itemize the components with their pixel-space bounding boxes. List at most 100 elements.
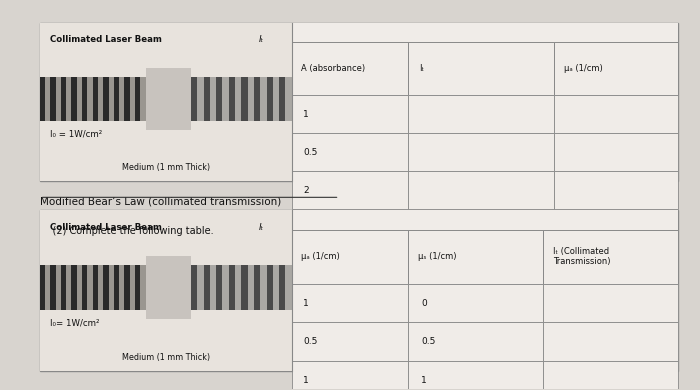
Bar	[407, 284, 542, 322]
Bar	[61, 77, 66, 121]
Text: Iₜ: Iₜ	[259, 35, 264, 44]
Bar	[146, 68, 191, 130]
Bar	[235, 77, 241, 121]
Bar	[267, 77, 273, 121]
Bar	[45, 265, 50, 310]
Bar	[40, 211, 678, 371]
Bar	[223, 265, 229, 310]
Bar	[260, 265, 267, 310]
Bar	[292, 361, 407, 390]
Bar	[50, 77, 55, 121]
Bar	[292, 322, 407, 361]
Bar	[292, 171, 407, 209]
Bar	[554, 171, 678, 209]
Bar	[130, 265, 135, 310]
Bar	[191, 265, 197, 310]
Bar	[197, 77, 204, 121]
Bar	[292, 23, 678, 181]
Bar	[125, 77, 130, 121]
Bar	[216, 77, 223, 121]
Bar	[292, 133, 407, 171]
Bar	[542, 230, 678, 284]
Bar	[248, 265, 254, 310]
Bar	[130, 77, 135, 121]
Bar	[407, 133, 554, 171]
Bar	[88, 77, 92, 121]
Bar	[55, 265, 61, 310]
Bar	[103, 265, 108, 310]
Bar	[77, 77, 82, 121]
Bar	[407, 230, 542, 284]
Bar	[140, 77, 146, 121]
Bar	[292, 211, 678, 371]
Text: 1: 1	[303, 299, 309, 308]
Bar	[98, 77, 103, 121]
Bar	[554, 95, 678, 133]
Text: Modified Bear’s Law (collimated transmission): Modified Bear’s Law (collimated transmis…	[40, 197, 281, 207]
Bar	[254, 265, 260, 310]
Bar	[260, 77, 267, 121]
Bar	[125, 265, 130, 310]
Bar	[223, 77, 229, 121]
Text: 1: 1	[303, 376, 309, 385]
Bar	[267, 265, 273, 310]
Bar	[114, 265, 119, 310]
Bar	[119, 265, 125, 310]
Bar	[216, 265, 223, 310]
Bar	[407, 361, 542, 390]
Bar	[292, 42, 407, 95]
Text: I₀= 1W/cm²: I₀= 1W/cm²	[50, 319, 99, 328]
Text: I₀ = 1W/cm²: I₀ = 1W/cm²	[50, 129, 102, 138]
Bar	[40, 265, 292, 310]
Text: μₐ (1/cm): μₐ (1/cm)	[564, 64, 603, 73]
Bar	[114, 77, 119, 121]
Bar	[40, 23, 292, 181]
Bar	[140, 265, 146, 310]
Bar	[45, 77, 50, 121]
Bar	[61, 265, 66, 310]
Bar	[279, 77, 286, 121]
Bar	[279, 265, 286, 310]
Bar	[542, 284, 678, 322]
Bar	[210, 265, 216, 310]
Bar	[292, 230, 407, 284]
Text: μₐ (1/cm): μₐ (1/cm)	[301, 252, 340, 261]
Bar	[40, 23, 678, 181]
Bar	[286, 77, 292, 121]
Text: 2: 2	[303, 186, 309, 195]
Bar	[204, 265, 210, 310]
Bar	[229, 77, 235, 121]
Bar	[108, 265, 114, 310]
Bar	[88, 265, 92, 310]
Bar	[82, 265, 88, 310]
Text: 1: 1	[421, 376, 427, 385]
Bar	[66, 77, 71, 121]
Bar	[407, 42, 554, 95]
Text: 0: 0	[421, 299, 427, 308]
Bar	[241, 77, 248, 121]
Bar	[292, 284, 407, 322]
Bar	[542, 361, 678, 390]
Bar	[248, 77, 254, 121]
Bar	[66, 265, 71, 310]
Bar	[40, 265, 45, 310]
Bar	[273, 77, 279, 121]
Text: Iₜ (Collimated
Transmission): Iₜ (Collimated Transmission)	[554, 247, 611, 266]
Bar	[191, 77, 197, 121]
Bar	[135, 265, 140, 310]
Bar	[92, 77, 98, 121]
Bar	[542, 322, 678, 361]
Text: Iₜ: Iₜ	[259, 223, 264, 232]
Text: 0.5: 0.5	[303, 337, 318, 346]
Text: 1: 1	[303, 110, 309, 119]
Text: μₛ (1/cm): μₛ (1/cm)	[419, 252, 457, 261]
Bar	[407, 95, 554, 133]
Text: (2) Complete the following table.: (2) Complete the following table.	[40, 226, 214, 236]
Bar	[50, 265, 55, 310]
Bar	[241, 265, 248, 310]
Bar	[254, 77, 260, 121]
Bar	[210, 77, 216, 121]
Text: A (absorbance): A (absorbance)	[301, 64, 365, 73]
Bar	[229, 265, 235, 310]
Bar	[55, 77, 61, 121]
